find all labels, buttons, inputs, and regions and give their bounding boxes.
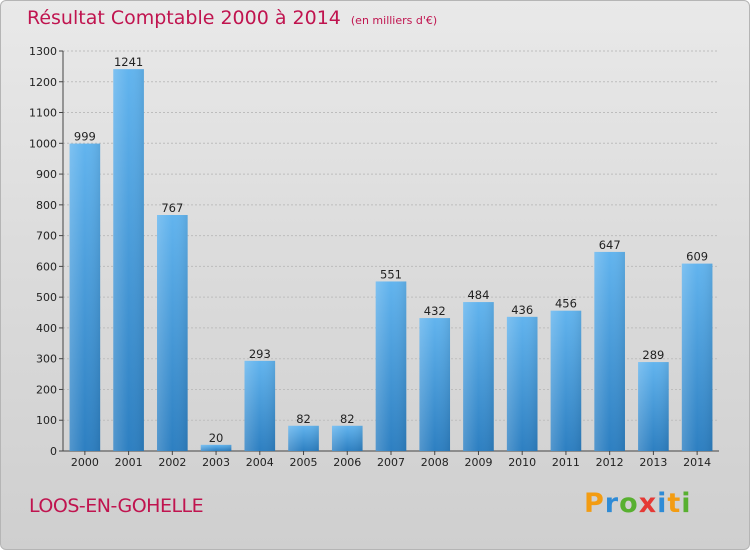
data-label-2012: 647	[599, 238, 621, 252]
x-tick-label-2002: 2002	[158, 456, 186, 469]
bar-shine-2013	[638, 362, 669, 451]
brand-letter: P	[584, 488, 605, 519]
data-label-2013: 289	[642, 348, 664, 362]
data-labels: 999 1241 767 20 293 82 82 551 432 484 436 456 647 289…	[74, 55, 708, 445]
data-label-2006: 82	[340, 412, 355, 426]
x-tick-label-2004: 2004	[246, 456, 274, 469]
city-name: LOOS-EN-GOHELLE	[29, 495, 204, 517]
data-label-2005: 82	[296, 412, 311, 426]
data-label-2001: 1241	[114, 55, 143, 69]
y-tick-label: 600	[36, 260, 57, 273]
bar-shine-2012	[594, 251, 625, 451]
y-tick-label: 700	[36, 230, 57, 243]
bar-shine-2003	[200, 444, 232, 451]
y-tick-label: 800	[36, 199, 57, 212]
brand-letter: r	[604, 488, 620, 519]
y-tick-label: 900	[36, 168, 57, 181]
bar-shine-2010	[506, 316, 538, 451]
y-tick-label: 1000	[29, 137, 57, 150]
x-tick-label-2006: 2006	[333, 456, 361, 469]
x-tick-label-2007: 2007	[377, 456, 405, 469]
y-tick-label: 500	[36, 291, 57, 304]
x-tick-label-2001: 2001	[115, 456, 143, 469]
y-tick-label: 1200	[29, 76, 57, 89]
bar-shine-2007	[375, 281, 407, 451]
x-tick-label-2011: 2011	[552, 456, 580, 469]
brand-letter: i	[657, 488, 668, 519]
bar-shine-2004	[244, 360, 276, 451]
brand-letter: t	[667, 488, 682, 519]
x-tick-label-2003: 2003	[202, 456, 230, 469]
bar-shine-2000	[69, 143, 101, 451]
brand-letter: o	[619, 488, 639, 519]
x-tick-label-2013: 2013	[639, 456, 667, 469]
x-tick-label-2008: 2008	[421, 456, 449, 469]
bars	[69, 69, 713, 452]
x-tick-label-2005: 2005	[290, 456, 318, 469]
bar-shine-2005	[288, 425, 319, 451]
data-label-2011: 456	[555, 297, 577, 311]
x-tick-label-2012: 2012	[596, 456, 624, 469]
y-tick-label: 100	[36, 414, 57, 427]
y-tick-label: 400	[36, 322, 57, 335]
data-label-2010: 436	[511, 303, 533, 317]
data-label-2000: 999	[74, 130, 96, 144]
brand-letter: i	[681, 488, 692, 519]
data-label-2004: 293	[249, 347, 271, 361]
x-tick-label-2000: 2000	[71, 456, 99, 469]
bar-shine-2008	[419, 318, 451, 451]
data-label-2003: 20	[209, 431, 224, 445]
bar-shine-2009	[463, 302, 494, 451]
bar-shine-2011	[550, 310, 582, 451]
bar-shine-2002	[157, 215, 188, 451]
chart-title: Résultat Comptable 2000 à 2014 (en millie…	[27, 7, 437, 29]
chart-title-text: Résultat Comptable 2000 à 2014	[27, 7, 341, 29]
brand-logo: Proxiti	[584, 488, 692, 519]
data-label-2007: 551	[380, 267, 402, 281]
y-tick-label: 300	[36, 353, 57, 366]
data-label-2008: 432	[424, 304, 446, 318]
y-tick-label: 1300	[29, 45, 57, 58]
bar-shine-2006	[331, 425, 363, 451]
y-tick-label: 200	[36, 383, 57, 396]
x-tick-label-2010: 2010	[508, 456, 536, 469]
x-tick-label-2009: 2009	[464, 456, 492, 469]
data-label-2002: 767	[161, 201, 183, 215]
y-tick-label: 1100	[29, 107, 57, 120]
bar-shine-2014	[681, 263, 713, 451]
brand-letter: x	[638, 488, 658, 519]
x-tick-label-2014: 2014	[683, 456, 711, 469]
bar-shine-2001	[113, 69, 144, 452]
data-label-2014: 609	[686, 250, 708, 264]
y-tick-label: 0	[50, 445, 57, 458]
data-label-2009: 484	[467, 288, 489, 302]
chart-unit: (en milliers d'€)	[350, 14, 438, 27]
